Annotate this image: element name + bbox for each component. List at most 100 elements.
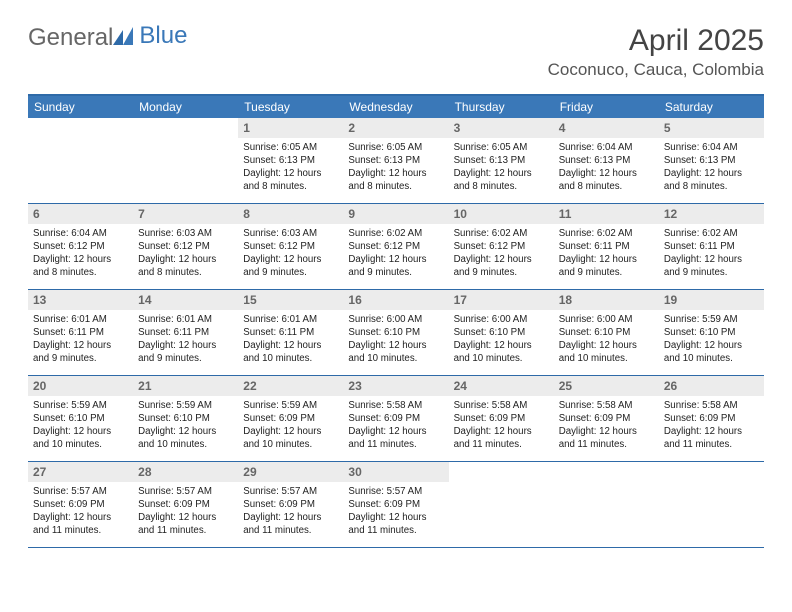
day-number: 20: [28, 376, 133, 396]
calendar-cell: [133, 118, 238, 204]
day-number: 6: [28, 204, 133, 224]
calendar-body: 1Sunrise: 6:05 AMSunset: 6:13 PMDaylight…: [28, 118, 764, 548]
day-details: Sunrise: 5:57 AMSunset: 6:09 PMDaylight:…: [133, 482, 238, 541]
calendar-cell: [554, 462, 659, 548]
day-details: Sunrise: 6:04 AMSunset: 6:12 PMDaylight:…: [28, 224, 133, 283]
day-details: Sunrise: 5:58 AMSunset: 6:09 PMDaylight:…: [554, 396, 659, 455]
day-number: 22: [238, 376, 343, 396]
day-number: 29: [238, 462, 343, 482]
weekday-header: Monday: [133, 96, 238, 118]
location-text: Coconuco, Cauca, Colombia: [548, 60, 764, 80]
day-details: Sunrise: 6:01 AMSunset: 6:11 PMDaylight:…: [133, 310, 238, 369]
day-details: Sunrise: 6:01 AMSunset: 6:11 PMDaylight:…: [28, 310, 133, 369]
calendar-cell: 16Sunrise: 6:00 AMSunset: 6:10 PMDayligh…: [343, 290, 448, 376]
calendar-cell: 9Sunrise: 6:02 AMSunset: 6:12 PMDaylight…: [343, 204, 448, 290]
brand-part2: Blue: [139, 22, 187, 50]
calendar-cell: 27Sunrise: 5:57 AMSunset: 6:09 PMDayligh…: [28, 462, 133, 548]
calendar-cell: 10Sunrise: 6:02 AMSunset: 6:12 PMDayligh…: [449, 204, 554, 290]
calendar-cell: 29Sunrise: 5:57 AMSunset: 6:09 PMDayligh…: [238, 462, 343, 548]
calendar-cell: [449, 462, 554, 548]
day-number: 30: [343, 462, 448, 482]
day-details: Sunrise: 6:05 AMSunset: 6:13 PMDaylight:…: [238, 138, 343, 197]
day-number: 11: [554, 204, 659, 224]
day-number: 16: [343, 290, 448, 310]
title-block: April 2025 Coconuco, Cauca, Colombia: [548, 24, 764, 80]
day-number: 25: [554, 376, 659, 396]
day-details: Sunrise: 6:00 AMSunset: 6:10 PMDaylight:…: [449, 310, 554, 369]
day-number: 13: [28, 290, 133, 310]
day-details: Sunrise: 5:59 AMSunset: 6:10 PMDaylight:…: [133, 396, 238, 455]
day-number: 27: [28, 462, 133, 482]
weekday-header: Tuesday: [238, 96, 343, 118]
calendar: SundayMondayTuesdayWednesdayThursdayFrid…: [28, 94, 764, 548]
day-details: Sunrise: 6:00 AMSunset: 6:10 PMDaylight:…: [343, 310, 448, 369]
weekday-header: Thursday: [449, 96, 554, 118]
calendar-cell: 14Sunrise: 6:01 AMSunset: 6:11 PMDayligh…: [133, 290, 238, 376]
day-details: Sunrise: 5:59 AMSunset: 6:10 PMDaylight:…: [28, 396, 133, 455]
day-details: Sunrise: 6:02 AMSunset: 6:11 PMDaylight:…: [554, 224, 659, 283]
day-number: 5: [659, 118, 764, 138]
logo-mark-icon: [113, 24, 135, 52]
day-number: 14: [133, 290, 238, 310]
calendar-cell: 28Sunrise: 5:57 AMSunset: 6:09 PMDayligh…: [133, 462, 238, 548]
calendar-cell: 15Sunrise: 6:01 AMSunset: 6:11 PMDayligh…: [238, 290, 343, 376]
weekday-header: Wednesday: [343, 96, 448, 118]
day-details: Sunrise: 6:05 AMSunset: 6:13 PMDaylight:…: [343, 138, 448, 197]
day-details: Sunrise: 6:05 AMSunset: 6:13 PMDaylight:…: [449, 138, 554, 197]
day-details: Sunrise: 5:57 AMSunset: 6:09 PMDaylight:…: [28, 482, 133, 541]
calendar-cell: 4Sunrise: 6:04 AMSunset: 6:13 PMDaylight…: [554, 118, 659, 204]
calendar-cell: 21Sunrise: 5:59 AMSunset: 6:10 PMDayligh…: [133, 376, 238, 462]
calendar-cell: 3Sunrise: 6:05 AMSunset: 6:13 PMDaylight…: [449, 118, 554, 204]
weekday-header: Sunday: [28, 96, 133, 118]
day-details: Sunrise: 6:02 AMSunset: 6:12 PMDaylight:…: [449, 224, 554, 283]
calendar-cell: 26Sunrise: 5:58 AMSunset: 6:09 PMDayligh…: [659, 376, 764, 462]
calendar-cell: 12Sunrise: 6:02 AMSunset: 6:11 PMDayligh…: [659, 204, 764, 290]
weekday-header: Friday: [554, 96, 659, 118]
calendar-cell: 17Sunrise: 6:00 AMSunset: 6:10 PMDayligh…: [449, 290, 554, 376]
calendar-cell: 7Sunrise: 6:03 AMSunset: 6:12 PMDaylight…: [133, 204, 238, 290]
brand-logo: General Blue: [28, 24, 187, 52]
calendar-cell: 2Sunrise: 6:05 AMSunset: 6:13 PMDaylight…: [343, 118, 448, 204]
day-number: 19: [659, 290, 764, 310]
day-number: 12: [659, 204, 764, 224]
day-number: 10: [449, 204, 554, 224]
day-number: 26: [659, 376, 764, 396]
day-details: Sunrise: 5:58 AMSunset: 6:09 PMDaylight:…: [449, 396, 554, 455]
calendar-cell: 30Sunrise: 5:57 AMSunset: 6:09 PMDayligh…: [343, 462, 448, 548]
calendar-cell: 13Sunrise: 6:01 AMSunset: 6:11 PMDayligh…: [28, 290, 133, 376]
day-details: Sunrise: 5:58 AMSunset: 6:09 PMDaylight:…: [659, 396, 764, 455]
day-details: Sunrise: 5:59 AMSunset: 6:10 PMDaylight:…: [659, 310, 764, 369]
day-number: 28: [133, 462, 238, 482]
calendar-cell: 23Sunrise: 5:58 AMSunset: 6:09 PMDayligh…: [343, 376, 448, 462]
calendar-cell: 25Sunrise: 5:58 AMSunset: 6:09 PMDayligh…: [554, 376, 659, 462]
day-details: Sunrise: 6:02 AMSunset: 6:11 PMDaylight:…: [659, 224, 764, 283]
day-number: 17: [449, 290, 554, 310]
brand-part1: General: [28, 24, 113, 52]
day-details: Sunrise: 6:04 AMSunset: 6:13 PMDaylight:…: [554, 138, 659, 197]
day-number: 23: [343, 376, 448, 396]
calendar-cell: 5Sunrise: 6:04 AMSunset: 6:13 PMDaylight…: [659, 118, 764, 204]
day-details: Sunrise: 5:59 AMSunset: 6:09 PMDaylight:…: [238, 396, 343, 455]
calendar-cell: 24Sunrise: 5:58 AMSunset: 6:09 PMDayligh…: [449, 376, 554, 462]
day-details: Sunrise: 6:00 AMSunset: 6:10 PMDaylight:…: [554, 310, 659, 369]
calendar-cell: 6Sunrise: 6:04 AMSunset: 6:12 PMDaylight…: [28, 204, 133, 290]
day-details: Sunrise: 6:03 AMSunset: 6:12 PMDaylight:…: [133, 224, 238, 283]
calendar-cell: [28, 118, 133, 204]
day-number: 1: [238, 118, 343, 138]
calendar-cell: 22Sunrise: 5:59 AMSunset: 6:09 PMDayligh…: [238, 376, 343, 462]
day-number: 2: [343, 118, 448, 138]
day-details: Sunrise: 6:04 AMSunset: 6:13 PMDaylight:…: [659, 138, 764, 197]
day-details: Sunrise: 5:57 AMSunset: 6:09 PMDaylight:…: [343, 482, 448, 541]
calendar-cell: [659, 462, 764, 548]
page-header: General Blue April 2025 Coconuco, Cauca,…: [28, 24, 764, 80]
day-number: 15: [238, 290, 343, 310]
weekday-header: Saturday: [659, 96, 764, 118]
day-details: Sunrise: 6:03 AMSunset: 6:12 PMDaylight:…: [238, 224, 343, 283]
day-number: 8: [238, 204, 343, 224]
calendar-cell: 18Sunrise: 6:00 AMSunset: 6:10 PMDayligh…: [554, 290, 659, 376]
calendar-cell: 19Sunrise: 5:59 AMSunset: 6:10 PMDayligh…: [659, 290, 764, 376]
calendar-cell: 8Sunrise: 6:03 AMSunset: 6:12 PMDaylight…: [238, 204, 343, 290]
day-number: 7: [133, 204, 238, 224]
day-number: 18: [554, 290, 659, 310]
day-details: Sunrise: 5:58 AMSunset: 6:09 PMDaylight:…: [343, 396, 448, 455]
